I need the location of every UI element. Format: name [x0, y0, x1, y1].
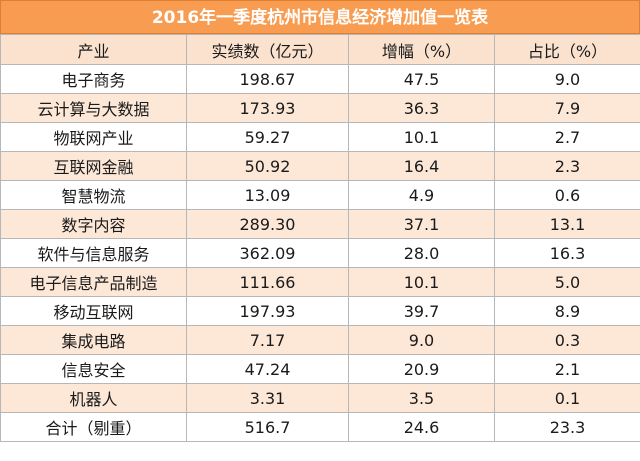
cell-industry: 电子商务	[0, 64, 187, 94]
table-row-total: 合计（剔重） 516.7 24.6 23.3	[0, 412, 640, 442]
cell-industry: 合计（剔重）	[0, 412, 187, 442]
cell-growth: 47.5	[348, 64, 495, 94]
cell-industry: 机器人	[0, 383, 187, 413]
cell-growth: 3.5	[348, 383, 495, 413]
table-row: 数字内容 289.30 37.1 13.1	[0, 209, 640, 239]
cell-industry: 信息安全	[0, 354, 187, 384]
cell-industry: 互联网金融	[0, 151, 187, 181]
cell-growth: 10.1	[348, 122, 495, 152]
cell-growth: 10.1	[348, 267, 495, 297]
cell-growth: 24.6	[348, 412, 495, 442]
table-row: 智慧物流 13.09 4.9 0.6	[0, 180, 640, 210]
table-row: 互联网金融 50.92 16.4 2.3	[0, 151, 640, 181]
cell-value: 197.93	[186, 296, 349, 326]
cell-share: 0.3	[494, 325, 640, 355]
table-row: 信息安全 47.24 20.9 2.1	[0, 354, 640, 384]
cell-value: 173.93	[186, 93, 349, 123]
table-row: 电子信息产品制造 111.66 10.1 5.0	[0, 267, 640, 297]
cell-share: 2.3	[494, 151, 640, 181]
cell-industry: 电子信息产品制造	[0, 267, 187, 297]
header-growth: 增幅（%）	[348, 34, 495, 65]
cell-value: 47.24	[186, 354, 349, 384]
cell-growth: 28.0	[348, 238, 495, 268]
table-row: 机器人 3.31 3.5 0.1	[0, 383, 640, 413]
cell-share: 13.1	[494, 209, 640, 239]
cell-share: 5.0	[494, 267, 640, 297]
cell-share: 0.6	[494, 180, 640, 210]
cell-value: 59.27	[186, 122, 349, 152]
cell-value: 111.66	[186, 267, 349, 297]
cell-industry: 软件与信息服务	[0, 238, 187, 268]
cell-growth: 9.0	[348, 325, 495, 355]
cell-growth: 16.4	[348, 151, 495, 181]
cell-share: 2.1	[494, 354, 640, 384]
cell-value: 362.09	[186, 238, 349, 268]
cell-growth: 4.9	[348, 180, 495, 210]
cell-value: 198.67	[186, 64, 349, 94]
cell-value: 50.92	[186, 151, 349, 181]
cell-growth: 39.7	[348, 296, 495, 326]
header-industry: 产业	[0, 34, 187, 65]
header-row: 产业 实绩数（亿元） 增幅（%） 占比（%）	[0, 34, 640, 65]
cell-industry: 智慧物流	[0, 180, 187, 210]
cell-share: 2.7	[494, 122, 640, 152]
header-share: 占比（%）	[494, 34, 640, 65]
cell-growth: 37.1	[348, 209, 495, 239]
cell-industry: 集成电路	[0, 325, 187, 355]
cell-growth: 20.9	[348, 354, 495, 384]
cell-value: 3.31	[186, 383, 349, 413]
cell-share: 0.1	[494, 383, 640, 413]
cell-growth: 36.3	[348, 93, 495, 123]
cell-industry: 移动互联网	[0, 296, 187, 326]
cell-value: 289.30	[186, 209, 349, 239]
cell-industry: 数字内容	[0, 209, 187, 239]
table-row: 电子商务 198.67 47.5 9.0	[0, 64, 640, 94]
table-row: 移动互联网 197.93 39.7 8.9	[0, 296, 640, 326]
table-row: 软件与信息服务 362.09 28.0 16.3	[0, 238, 640, 268]
header-value: 实绩数（亿元）	[186, 34, 349, 65]
cell-share: 8.9	[494, 296, 640, 326]
table-row: 物联网产业 59.27 10.1 2.7	[0, 122, 640, 152]
table-row: 集成电路 7.17 9.0 0.3	[0, 325, 640, 355]
table-row: 云计算与大数据 173.93 36.3 7.9	[0, 93, 640, 123]
cell-value: 516.7	[186, 412, 349, 442]
cell-share: 7.9	[494, 93, 640, 123]
table-title: 2016年一季度杭州市信息经济增加值一览表	[0, 0, 640, 34]
cell-industry: 物联网产业	[0, 122, 187, 152]
data-table: 产业 实绩数（亿元） 增幅（%） 占比（%） 电子商务 198.67 47.5 …	[0, 34, 640, 442]
cell-share: 16.3	[494, 238, 640, 268]
cell-value: 7.17	[186, 325, 349, 355]
cell-value: 13.09	[186, 180, 349, 210]
cell-share: 9.0	[494, 64, 640, 94]
cell-share: 23.3	[494, 412, 640, 442]
cell-industry: 云计算与大数据	[0, 93, 187, 123]
